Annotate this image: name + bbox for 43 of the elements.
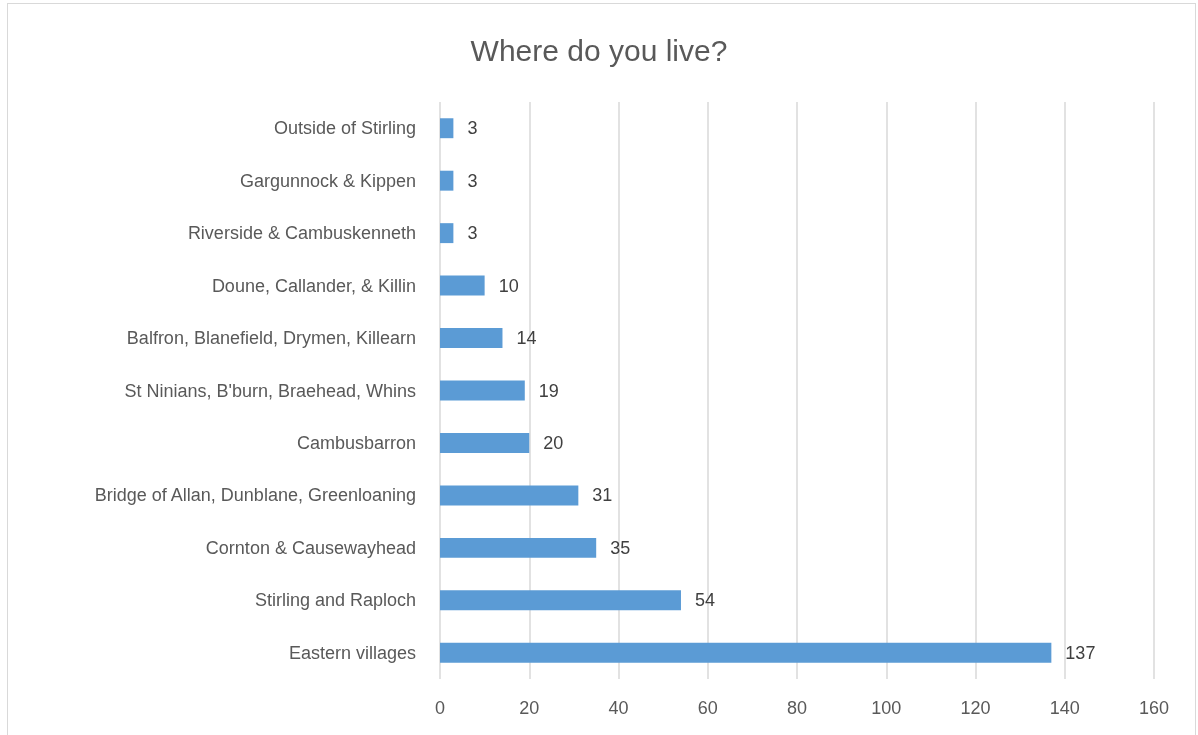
bar: [440, 485, 579, 506]
bar: [440, 275, 485, 296]
data-label: 31: [592, 485, 613, 506]
x-tick-label: 60: [697, 698, 718, 718]
y-tick-label: St Ninians, B'burn, Braehead, Whins: [124, 380, 416, 401]
x-tick-label: 100: [871, 698, 902, 718]
bar: [440, 223, 454, 244]
data-label: 3: [467, 170, 478, 191]
bar: [440, 328, 503, 349]
data-label: 10: [498, 275, 519, 296]
data-label: 35: [610, 537, 631, 558]
x-tick-label: 140: [1049, 698, 1080, 718]
data-label: 54: [694, 590, 716, 611]
y-tick-label: Balfron, Blanefield, Drymen, Killearn: [126, 328, 416, 349]
y-tick-label: Gargunnock & Kippen: [239, 170, 416, 191]
y-tick-label: Outside of Stirling: [273, 118, 416, 139]
y-tick-label: Eastern villages: [288, 642, 416, 663]
bar: [440, 170, 454, 191]
data-label: 137: [1065, 642, 1096, 663]
bar: [440, 642, 1052, 663]
y-tick-label: Doune, Callander, & Killin: [211, 275, 416, 296]
data-label: 3: [467, 118, 478, 139]
y-tick-label: Riverside & Cambuskenneth: [187, 223, 416, 244]
bar: [440, 537, 597, 558]
y-tick-label: Cornton & Causewayhead: [205, 537, 416, 558]
chart-title: Where do you live?: [470, 33, 728, 67]
bar: [440, 380, 525, 401]
x-tick-label: 0: [434, 698, 446, 718]
x-tick-label: 120: [960, 698, 991, 718]
y-tick-label: Stirling and Raploch: [254, 590, 416, 611]
data-label: 3: [467, 223, 478, 244]
data-label: 20: [543, 432, 564, 453]
y-tick-label: Cambusbarron: [296, 432, 416, 453]
x-tick-label: 20: [519, 698, 540, 718]
x-tick-label: 160: [1138, 698, 1170, 718]
x-tick-label: 80: [786, 698, 808, 718]
data-label: 14: [516, 328, 537, 349]
x-tick-label: 40: [608, 698, 629, 718]
data-label: 19: [538, 380, 559, 401]
bar: [440, 590, 681, 611]
bar: [440, 118, 454, 139]
bar: [440, 432, 530, 453]
y-tick-label: Bridge of Allan, Dunblane, Greenloaning: [94, 485, 416, 506]
